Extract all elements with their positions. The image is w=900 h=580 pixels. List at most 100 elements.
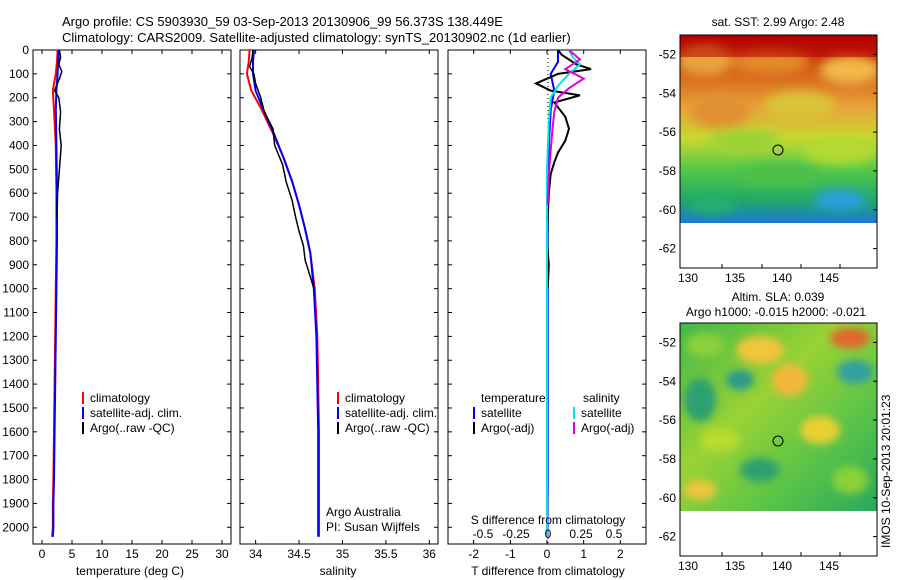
- sla-x-ticks: 130 135 140 145: [678, 552, 841, 573]
- x-tick-label: 36: [423, 547, 437, 561]
- header-line1: Argo profile: CS 5903930_59 03-Sep-2013 …: [62, 14, 503, 29]
- y-tick-label: 2000: [2, 520, 29, 534]
- map-y-tick-label: -52: [659, 47, 677, 61]
- y-tick-label: 600: [9, 186, 29, 200]
- map-x-tick-label: 135: [725, 271, 745, 285]
- sst-image: [680, 35, 877, 223]
- sst-x-ticks: 130 135 140 145: [678, 264, 841, 285]
- series-climatology: [245, 49, 320, 537]
- map-y-tick-label: -58: [659, 452, 677, 466]
- sst-map: sat. SST: 2.99 Argo: 2.48 -52 -54 -56 -58 -6…: [659, 15, 878, 285]
- legend-satellite: satellite-adj. clim.: [345, 406, 437, 420]
- annotation-argo-australia: Argo Australia: [326, 505, 401, 519]
- temperature-legend: climatology satellite-adj. clim. Argo(..…: [82, 391, 182, 435]
- salinity-x-axis: 34 34.5 35 35.5 36: [249, 50, 436, 561]
- y-tick-label: 300: [9, 115, 29, 129]
- map-y-tick-label: -54: [659, 86, 677, 100]
- s-tick-label: -0.5: [473, 527, 494, 541]
- s-tick-label: 0: [545, 527, 552, 541]
- series-t_argo: [533, 49, 592, 289]
- x-tick-label: 20: [155, 547, 169, 561]
- y-tick-label: 1600: [2, 425, 29, 439]
- x-tick-label: 25: [185, 547, 199, 561]
- legend-t-argo: Argo(-adj): [481, 421, 534, 435]
- temperature-x-axis: 0 5 10 15 20 25 30: [39, 50, 229, 561]
- series-s_satellite: [546, 49, 582, 537]
- temperature-axes: [32, 49, 232, 545]
- sla-map-title1: Altim. SLA: 0.039: [732, 290, 825, 304]
- map-y-tick-label: -62: [659, 242, 677, 256]
- legend-salinity-title: salinity: [583, 391, 620, 405]
- map-y-tick-label: -56: [659, 413, 677, 427]
- map-y-tick-label: -62: [659, 530, 677, 544]
- x-tick-label: 0: [544, 547, 551, 561]
- x-tick-label: -2: [468, 547, 479, 561]
- map-y-tick-label: -52: [659, 335, 677, 349]
- salinity-panel: 34 34.5 35 35.5 36 salinity climatology sate…: [239, 49, 439, 578]
- x-tick-label: 30: [215, 547, 229, 561]
- y-tick-label: 1200: [2, 329, 29, 343]
- y-tick-label: 100: [9, 67, 29, 81]
- x-tick-label: 0: [39, 547, 46, 561]
- salinity-axes: [239, 49, 439, 545]
- x-tick-label: 15: [125, 547, 139, 561]
- s-tick-label: 0.25: [569, 527, 593, 541]
- y-tick-label: 1500: [2, 401, 29, 415]
- x-tick-label: 34.5: [287, 547, 311, 561]
- legend-temperature-title: temperature: [481, 391, 546, 405]
- temperature-panel: 0100200300400500600700800900100011001200…: [2, 43, 232, 578]
- header-line2: Climatology: CARS2009. Satellite-adjuste…: [62, 30, 571, 45]
- series-satellite: [51, 49, 60, 537]
- t-difference-label: T difference from climatology: [471, 564, 625, 578]
- difference-y-ticks: [448, 49, 646, 528]
- map-y-tick-label: -58: [659, 164, 677, 178]
- y-tick-label: 700: [9, 210, 29, 224]
- y-tick-label: 1300: [2, 353, 29, 367]
- map-x-tick-label: 130: [678, 559, 698, 573]
- map-x-tick-label: 140: [772, 559, 792, 573]
- map-x-tick-label: 135: [725, 559, 745, 573]
- legend-argo: Argo(..raw -QC): [90, 421, 175, 435]
- map-y-tick-label: -54: [659, 374, 677, 388]
- sla-y-ticks: -52 -54 -56 -58 -60 -62: [659, 335, 877, 544]
- s-tick-label: 0.5: [606, 527, 623, 541]
- salinity-xlabel: salinity: [320, 564, 357, 578]
- sla-map-title2: Argo h1000: -0.015 h2000: -0.021: [686, 305, 866, 319]
- legend-argo: Argo(..raw -QC): [345, 421, 430, 435]
- y-tick-label: 800: [9, 234, 29, 248]
- imos-timestamp: IMOS 10-Sep-2013 20:01:23: [879, 394, 893, 548]
- salinity-legend: climatology satellite-adj. clim. Argo(..…: [337, 391, 437, 435]
- temperature-lines: [51, 49, 63, 537]
- legend-s-satellite: satellite: [581, 406, 622, 420]
- map-x-tick-label: 140: [772, 271, 792, 285]
- sst-map-title: sat. SST: 2.99 Argo: 2.48: [712, 15, 845, 29]
- x-tick-label: 35.5: [374, 547, 398, 561]
- argo-location-marker: [772, 435, 784, 447]
- sla-map-frame: [679, 322, 878, 557]
- map-x-tick-label: 145: [819, 271, 839, 285]
- y-tick-label: 1700: [2, 449, 29, 463]
- x-tick-label: 34: [249, 547, 263, 561]
- x-tick-label: 1: [580, 547, 587, 561]
- y-tick-label: 900: [9, 258, 29, 272]
- difference-x-axis: -2 -1 0 1 2: [468, 50, 624, 561]
- difference-lines: [533, 49, 592, 537]
- x-tick-label: -1: [505, 547, 516, 561]
- legend-climatology: climatology: [345, 391, 405, 405]
- map-x-tick-label: 130: [678, 271, 698, 285]
- y-tick-label: 1900: [2, 496, 29, 510]
- y-tick-label: 1100: [3, 306, 29, 320]
- difference-legend: temperature salinity satellite Argo(-adj…: [473, 391, 634, 435]
- y-tick-label: 500: [9, 162, 29, 176]
- s-difference-ticks: -0.5 -0.25 0 0.25 0.5: [473, 527, 623, 541]
- y-tick-label: 1400: [2, 377, 29, 391]
- legend-satellite: satellite-adj. clim.: [90, 406, 182, 420]
- sla-image: [680, 323, 877, 511]
- x-tick-label: 10: [95, 547, 109, 561]
- map-y-tick-label: -56: [659, 125, 677, 139]
- legend-s-argo: Argo(-adj): [581, 421, 634, 435]
- s-tick-label: -0.25: [502, 527, 530, 541]
- map-y-tick-label: -60: [659, 203, 677, 217]
- salinity-lines: [245, 49, 320, 537]
